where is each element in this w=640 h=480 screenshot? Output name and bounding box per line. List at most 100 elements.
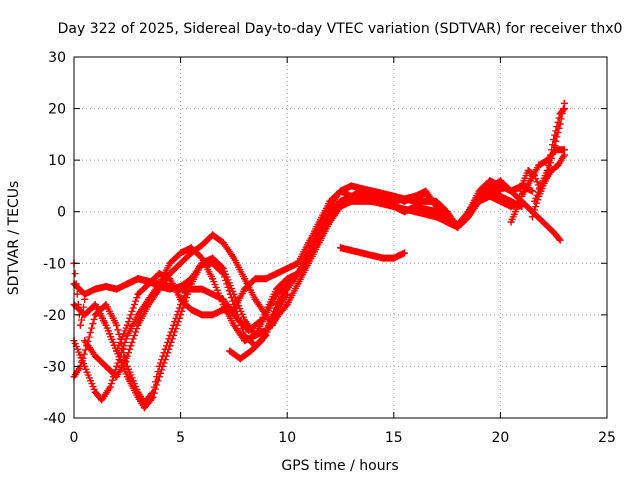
data-point bbox=[337, 244, 344, 252]
data-point bbox=[550, 228, 558, 236]
data-point bbox=[91, 311, 99, 319]
data-point bbox=[155, 373, 163, 381]
data-point bbox=[91, 301, 99, 309]
data-point bbox=[262, 311, 270, 319]
data-point bbox=[134, 290, 142, 298]
data-point bbox=[524, 166, 532, 174]
data-point bbox=[209, 275, 217, 283]
data-point bbox=[507, 187, 515, 195]
data-point bbox=[535, 161, 543, 169]
data-point bbox=[496, 177, 504, 185]
data-point bbox=[550, 136, 558, 144]
data-point bbox=[411, 192, 419, 200]
data-point bbox=[219, 301, 227, 309]
data-point bbox=[251, 331, 259, 339]
data-point bbox=[556, 236, 564, 244]
x-tick-label: 15 bbox=[385, 430, 403, 446]
data-point bbox=[145, 301, 153, 309]
data-point bbox=[91, 352, 99, 360]
data-point bbox=[432, 203, 440, 211]
data-point bbox=[209, 231, 217, 239]
data-point bbox=[247, 347, 255, 355]
data-point bbox=[187, 306, 195, 314]
data-point bbox=[149, 393, 157, 401]
data-point bbox=[166, 285, 174, 293]
data-point bbox=[198, 241, 206, 249]
data-point bbox=[454, 221, 462, 229]
data-point bbox=[177, 282, 185, 290]
data-point bbox=[379, 254, 387, 262]
data-point bbox=[187, 275, 195, 283]
data-point bbox=[528, 213, 536, 221]
x-tick-label: 0 bbox=[70, 430, 79, 446]
data-point bbox=[76, 321, 84, 329]
ticks: 0 5 10 15 20 25 -40 -30 -20 -10 0 10 20 30 bbox=[43, 50, 616, 446]
x-tick-label: 25 bbox=[598, 430, 616, 446]
data-point bbox=[134, 311, 142, 319]
data-point bbox=[258, 337, 266, 345]
y-tick-label: -30 bbox=[43, 359, 66, 375]
data-point bbox=[198, 259, 206, 267]
data-point bbox=[294, 259, 302, 267]
series-track-14 bbox=[123, 275, 195, 293]
data-point bbox=[155, 270, 163, 278]
data-point bbox=[518, 192, 526, 200]
data-point bbox=[98, 396, 106, 404]
data-point bbox=[358, 249, 366, 257]
data-point bbox=[102, 321, 110, 329]
data-point bbox=[305, 239, 313, 247]
data-point bbox=[294, 270, 302, 278]
data-point bbox=[123, 352, 131, 360]
data-point bbox=[198, 285, 206, 293]
data-point bbox=[251, 275, 259, 283]
data-point bbox=[347, 192, 355, 200]
data-point bbox=[113, 373, 121, 381]
data-point bbox=[486, 177, 494, 185]
data-point bbox=[251, 295, 259, 303]
data-point bbox=[554, 161, 562, 169]
data-point bbox=[209, 311, 217, 319]
data-point bbox=[464, 208, 472, 216]
data-point bbox=[79, 311, 87, 319]
data-point bbox=[106, 383, 114, 391]
data-point bbox=[134, 321, 142, 329]
data-point bbox=[123, 321, 131, 329]
data-point bbox=[166, 270, 174, 278]
data-point bbox=[337, 203, 344, 211]
data-point bbox=[134, 275, 142, 283]
y-tick-label: 30 bbox=[48, 50, 66, 66]
plot-frame bbox=[73, 56, 608, 419]
data-point bbox=[294, 280, 302, 288]
data-point bbox=[422, 190, 430, 198]
data-point bbox=[400, 197, 408, 205]
x-axis-title: GPS time / hours bbox=[281, 458, 398, 474]
data-point bbox=[315, 239, 323, 247]
data-point bbox=[539, 218, 547, 226]
data-point bbox=[358, 187, 366, 195]
data-point bbox=[390, 192, 398, 200]
data-point bbox=[219, 239, 227, 247]
data-point bbox=[91, 285, 99, 293]
data-point bbox=[305, 259, 313, 267]
data-point bbox=[262, 275, 270, 283]
y-tick-label: -40 bbox=[43, 411, 66, 427]
data-point bbox=[166, 342, 174, 350]
data-point bbox=[140, 404, 148, 412]
data-point bbox=[81, 362, 89, 370]
data-point bbox=[177, 249, 185, 257]
data-point bbox=[166, 259, 174, 267]
y-tick-label: 10 bbox=[48, 153, 66, 169]
grid bbox=[74, 57, 607, 418]
data-point bbox=[102, 362, 110, 370]
x-tick-label: 5 bbox=[176, 430, 185, 446]
data-point bbox=[400, 208, 408, 216]
data-point bbox=[368, 252, 376, 260]
data-point bbox=[236, 355, 244, 363]
data-point bbox=[537, 182, 545, 190]
y-tick-label: 0 bbox=[57, 205, 66, 221]
data-point bbox=[145, 277, 153, 285]
data-point bbox=[241, 285, 249, 293]
data-point bbox=[543, 166, 551, 174]
data-point bbox=[337, 187, 344, 195]
data-point bbox=[275, 301, 283, 309]
